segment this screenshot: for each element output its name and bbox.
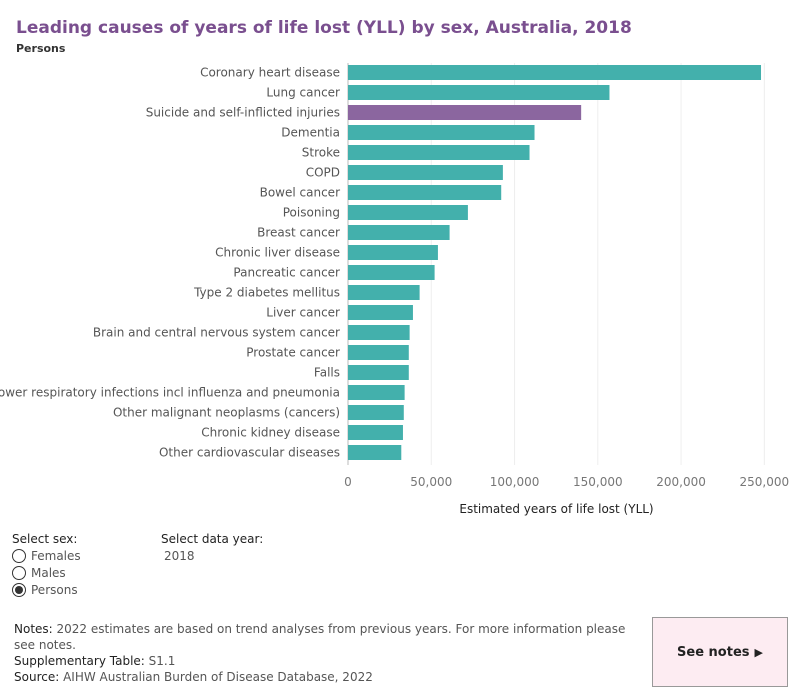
select-year-label: Select data year: [161, 532, 264, 546]
radio-males[interactable]: Males [12, 564, 66, 582]
chart-title: Leading causes of years of life lost (YL… [16, 18, 632, 38]
category-label: Other cardiovascular diseases [159, 446, 340, 460]
category-label: Poisoning [283, 206, 340, 220]
x-tick-label: 200,000 [656, 475, 706, 489]
category-label: Brain and central nervous system cancer [93, 326, 340, 340]
radio-circle-icon[interactable] [12, 583, 26, 597]
source-line: Source: AIHW Australian Burden of Diseas… [14, 669, 626, 685]
bar [348, 105, 582, 120]
select-sex-label: Select sex: [12, 532, 78, 546]
bar [348, 165, 503, 180]
bar [348, 305, 413, 320]
category-label: Dementia [281, 126, 340, 140]
bar [348, 365, 409, 380]
x-tick-label: 0 [344, 475, 352, 489]
bar [348, 285, 420, 300]
category-label: Liver cancer [266, 306, 340, 320]
notes-line: Notes: 2022 estimates are based on trend… [14, 621, 626, 653]
source-text: AIHW Australian Burden of Disease Databa… [63, 670, 373, 684]
category-label: Chronic liver disease [215, 246, 340, 260]
category-label: COPD [306, 166, 340, 180]
radio-persons[interactable]: Persons [12, 581, 78, 599]
x-axis-title: Estimated years of life lost (YLL) [459, 502, 653, 516]
see-notes-label: See notes [677, 644, 750, 660]
category-label: Falls [314, 366, 340, 380]
bar [348, 265, 435, 280]
category-label: Breast cancer [257, 226, 340, 240]
bar [348, 385, 405, 400]
notes-text: 2022 estimates are based on trend analys… [14, 622, 626, 652]
chart-subtitle: Persons [16, 42, 66, 55]
bar-chart: Coronary heart disease Lung cancer Suicide… [0, 63, 790, 516]
category-label: Suicide and self-inflicted injuries [146, 106, 340, 120]
radio-circle-icon[interactable] [12, 549, 26, 563]
bar [348, 445, 402, 460]
x-tick-label: 100,000 [490, 475, 540, 489]
category-label: Type 2 diabetes mellitus [193, 286, 340, 300]
category-label: Coronary heart disease [200, 66, 340, 80]
supplementary-text: S1.1 [148, 654, 176, 668]
bar [348, 125, 535, 140]
footer-notes: Notes: 2022 estimates are based on trend… [14, 621, 626, 685]
bar [348, 185, 502, 200]
bar [348, 145, 530, 160]
see-notes-button[interactable]: See notes ▶ [652, 617, 788, 687]
bar [348, 205, 468, 220]
category-label: Prostate cancer [246, 346, 340, 360]
source-key: Source: [14, 670, 60, 684]
category-label: Pancreatic cancer [233, 266, 340, 280]
bar [348, 345, 409, 360]
category-label: Stroke [302, 146, 340, 160]
bar [348, 225, 450, 240]
radio-label: Persons [31, 583, 78, 597]
bar [348, 65, 762, 80]
x-tick-label: 250,000 [740, 475, 790, 489]
radio-label: Males [31, 566, 66, 580]
bar [348, 325, 410, 340]
category-label: Other malignant neoplasms (cancers) [113, 406, 340, 420]
category-label: Chronic kidney disease [201, 426, 340, 440]
radio-label: Females [31, 549, 81, 563]
category-label: Bowel cancer [260, 186, 340, 200]
category-label: Lung cancer [266, 86, 340, 100]
bar [348, 85, 610, 100]
year-selector-value[interactable]: 2018 [164, 549, 195, 563]
notes-key: Notes: [14, 622, 53, 636]
radio-females[interactable]: Females [12, 547, 81, 565]
x-tick-label: 150,000 [573, 475, 623, 489]
bar [348, 245, 438, 260]
category-label: Lower respiratory infections incl influe… [0, 386, 340, 400]
radio-circle-icon[interactable] [12, 566, 26, 580]
bar [348, 405, 404, 420]
play-arrow-icon: ▶ [754, 645, 763, 659]
x-tick-label: 50,000 [410, 475, 452, 489]
supplementary-key: Supplementary Table: [14, 654, 145, 668]
supplementary-line: Supplementary Table: S1.1 [14, 653, 626, 669]
bar [348, 425, 403, 440]
